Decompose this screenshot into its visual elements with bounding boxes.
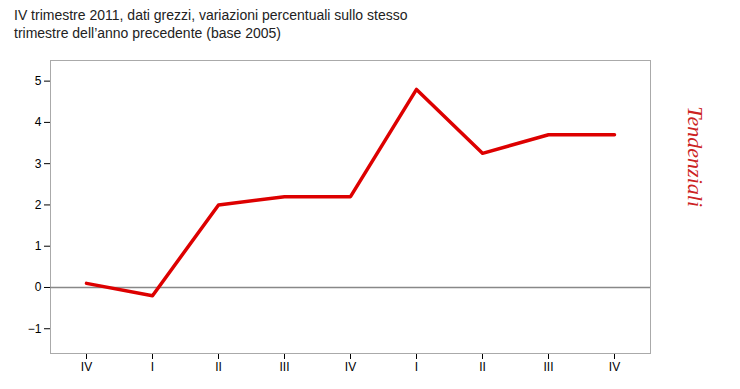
svg-text:II: II — [479, 360, 486, 374]
svg-text:0: 0 — [35, 280, 42, 294]
html-text:trimestre dell’anno precedente: trimestre dell’anno precedente (base 200… — [14, 25, 281, 41]
svg-text:4: 4 — [35, 115, 42, 129]
svg-text:−1: −1 — [28, 322, 42, 336]
svg-text:IV: IV — [345, 360, 356, 374]
svg-text:I: I — [415, 360, 418, 374]
svg-text:III: III — [279, 360, 289, 374]
svg-text:III: III — [543, 360, 553, 374]
svg-text:Tendenziali: Tendenziali — [683, 106, 708, 207]
svg-text:IV: IV — [81, 360, 92, 374]
svg-text:I: I — [151, 360, 154, 374]
svg-text:1: 1 — [35, 239, 42, 253]
svg-text:IV: IV — [609, 360, 620, 374]
svg-text:II: II — [215, 360, 222, 374]
svg-text:2: 2 — [35, 198, 42, 212]
svg-text:3: 3 — [35, 157, 42, 171]
svg-text:5: 5 — [35, 74, 42, 88]
html-text:IV trimestre 2011, dati grezzi: IV trimestre 2011, dati grezzi, variazio… — [14, 7, 408, 23]
